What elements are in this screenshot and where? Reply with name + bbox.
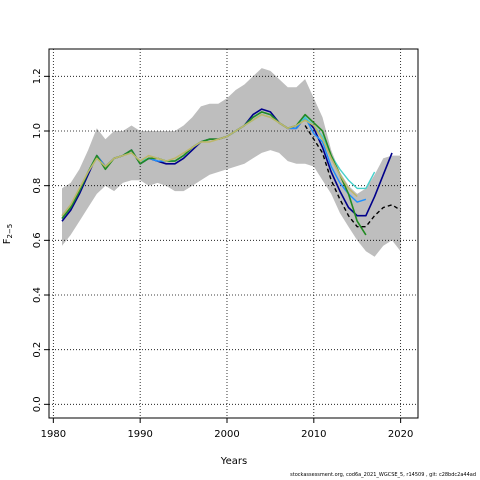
confidence-band (62, 68, 401, 257)
x-tick-label: 1990 (127, 429, 152, 440)
x-axis-label: Years (220, 456, 247, 467)
footnote: stockassessment.org, cod6a_2021_WGCSE_5,… (290, 472, 476, 478)
x-tick-label: 1980 (41, 429, 66, 440)
y-axis-label: F2−5 (2, 224, 14, 245)
y-tick-label: 0.6 (32, 232, 43, 248)
x-tick-label: 2020 (388, 429, 413, 440)
x-tick-label: 2010 (301, 429, 326, 440)
x-tick-label: 2000 (214, 429, 239, 440)
series-line-5 (61, 113, 358, 217)
y-tick-label: 1.0 (32, 123, 43, 139)
y-tick-label: 0.0 (32, 396, 43, 412)
axis-layer: 1980 1990 2000 2010 2020 0.0 0.2 0.4 0.6 0.8 1.0 1.… (32, 48, 419, 440)
plot-frame (48, 48, 419, 419)
y-tick-label: 0.4 (32, 287, 43, 303)
y-tick-label: 1.2 (32, 68, 43, 84)
series-layer (61, 108, 401, 236)
series-line-6 (304, 125, 401, 228)
y-tick-label: 0.8 (32, 178, 43, 194)
y-tick-label: 0.2 (32, 342, 43, 358)
confidence-band-layer (62, 68, 401, 257)
